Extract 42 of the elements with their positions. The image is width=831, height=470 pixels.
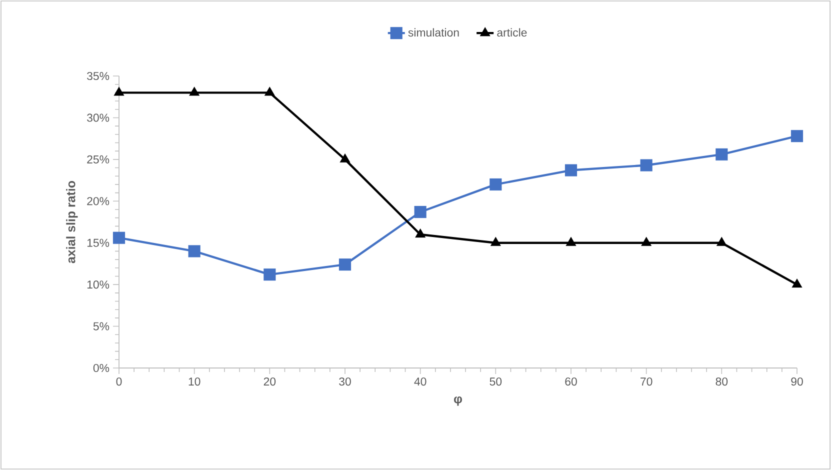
legend-label: simulation	[408, 28, 459, 37]
y-tick-label: 0%	[93, 364, 110, 372]
point	[340, 153, 350, 162]
y-tick-label: 15%	[87, 238, 110, 247]
y-axis-title: axial slip ratio	[66, 180, 78, 264]
y-tick-label: 10%	[87, 280, 110, 289]
point	[114, 86, 124, 96]
point	[264, 268, 276, 281]
y-tick-label: 35%	[87, 72, 110, 80]
x-tick-label: 90	[791, 377, 803, 386]
legend-label: article	[497, 28, 527, 37]
x-tick-label: 70	[640, 377, 652, 386]
point	[112, 232, 126, 244]
y-tick-label: 25%	[87, 155, 110, 164]
point	[338, 258, 352, 271]
point	[188, 245, 200, 258]
x-tick-label: 40	[414, 377, 426, 386]
y-tick-label: 20%	[87, 197, 110, 206]
point	[564, 164, 578, 176]
point	[189, 86, 200, 96]
x-tick-label: 10	[188, 377, 200, 386]
y-tick-label: 30%	[87, 114, 110, 122]
x-tick-label: 30	[339, 377, 351, 386]
point	[414, 206, 426, 218]
point	[716, 236, 727, 246]
point	[640, 159, 652, 172]
x-tick-label: 20	[264, 377, 276, 386]
point	[490, 178, 502, 190]
point	[716, 148, 728, 160]
point	[264, 86, 275, 96]
point	[641, 236, 652, 246]
point	[566, 236, 576, 246]
x-tick-label: 0	[116, 377, 122, 386]
point	[490, 236, 501, 246]
point	[792, 278, 802, 288]
y-tick-label: 5%	[93, 322, 110, 330]
x-axis-title: φ	[454, 396, 462, 406]
point	[415, 228, 426, 238]
point	[790, 130, 804, 142]
x-tick-label: 60	[565, 377, 577, 386]
x-tick-label: 50	[490, 377, 502, 386]
x-tick-label: 80	[716, 377, 728, 386]
